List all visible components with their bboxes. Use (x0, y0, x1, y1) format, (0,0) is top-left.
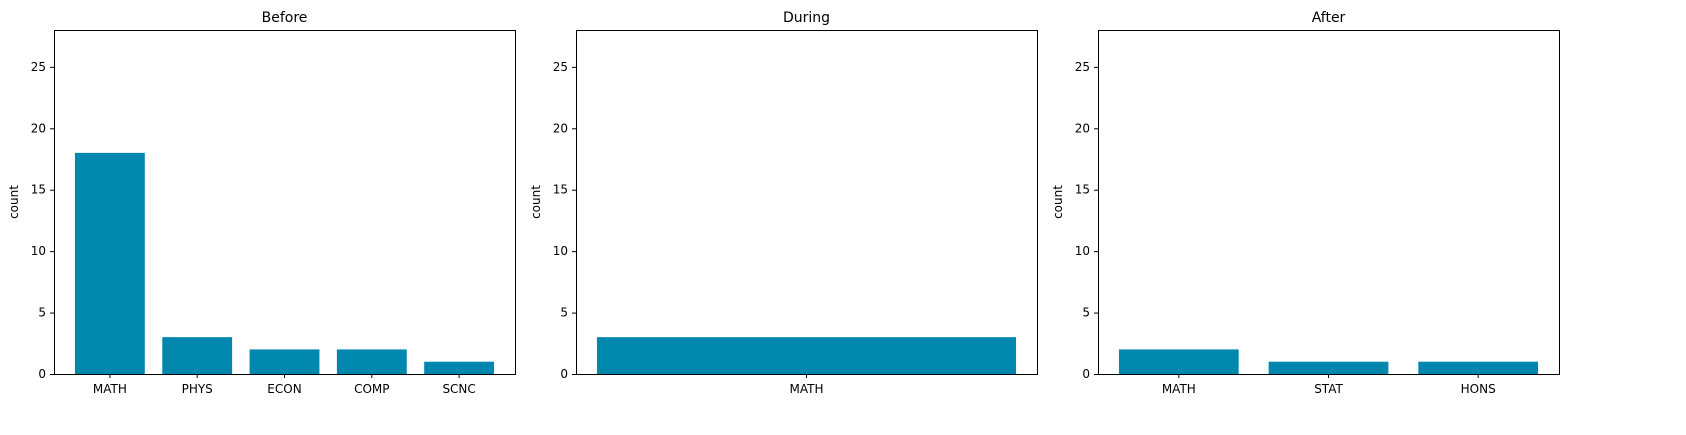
y-axis-label: count (1051, 185, 1065, 219)
x-tick-label-stat: STAT (1314, 382, 1343, 396)
subplot-0: 0 5 10 15 20 25 MATH PHYS ECON COMP SCNC Before coun… (7, 10, 516, 396)
x-tick-label-hons: HONS (1461, 382, 1496, 396)
y-tick-label: 5 (560, 306, 568, 320)
y-tick-label: 10 (31, 244, 46, 258)
x-tick-label-econ: ECON (267, 382, 301, 396)
bar-hons (1418, 361, 1539, 374)
chart-title: Before (262, 10, 308, 26)
y-tick-label: 0 (38, 367, 46, 381)
bar-econ (249, 349, 320, 374)
y-tick-label: 0 (1082, 367, 1090, 381)
y-tick-label: 20 (31, 121, 46, 135)
x-tick-label-math: MATH (1162, 382, 1196, 396)
bar-stat (1268, 361, 1389, 374)
x-tick-label-phys: PHYS (182, 382, 213, 396)
y-tick-label: 15 (1075, 183, 1090, 197)
chart-title: During (783, 10, 830, 26)
y-tick-label: 25 (31, 60, 46, 74)
bar-math (74, 152, 145, 374)
bar-phys (162, 337, 233, 374)
subplot-1: 0 5 10 15 20 25 MATH During count (529, 10, 1038, 396)
y-tick-label: 25 (553, 60, 568, 74)
y-tick-label: 5 (38, 306, 46, 320)
y-axis-label: count (7, 185, 21, 219)
bar-math (596, 337, 1017, 374)
bar-scnc (424, 361, 495, 374)
y-tick-label: 15 (31, 183, 46, 197)
y-axis-label: count (529, 185, 543, 219)
y-tick-label: 0 (560, 367, 568, 381)
x-tick-label-comp: COMP (354, 382, 389, 396)
subplot-2: 0 5 10 15 20 25 MATH STAT HONS After count (1051, 10, 1560, 396)
x-tick-label-math: MATH (790, 382, 824, 396)
axes-frame (1098, 30, 1560, 375)
y-tick-label: 20 (1075, 121, 1090, 135)
x-tick-label-math: MATH (93, 382, 127, 396)
y-tick-label: 20 (553, 121, 568, 135)
axes-frame (576, 30, 1038, 375)
y-tick-label: 5 (1082, 306, 1090, 320)
chart-title: After (1312, 10, 1346, 26)
bar-math (1118, 349, 1239, 374)
y-tick-label: 25 (1075, 60, 1090, 74)
y-tick-label: 15 (553, 183, 568, 197)
y-tick-label: 10 (553, 244, 568, 258)
x-tick-label-scnc: SCNC (442, 382, 475, 396)
y-tick-label: 10 (1075, 244, 1090, 258)
bar-comp (336, 349, 407, 374)
